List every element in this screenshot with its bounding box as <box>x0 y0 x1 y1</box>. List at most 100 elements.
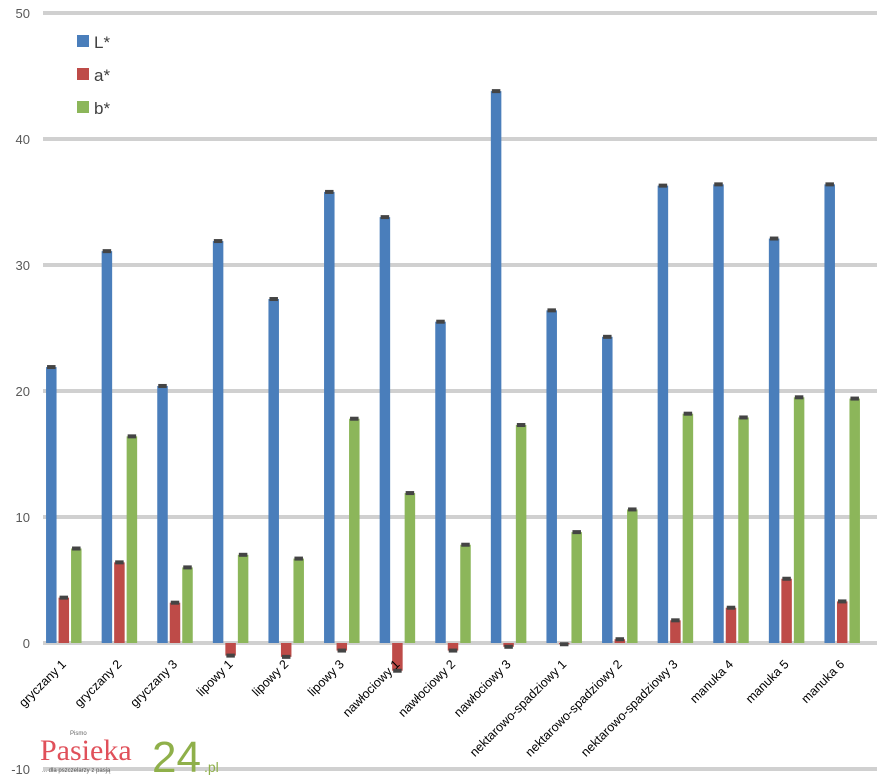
pasieka24-logo: Pismo Pasieka 24 .pl ... dla pszczelarzy… <box>40 728 230 776</box>
error-bar <box>794 395 804 400</box>
error-bar <box>825 182 834 187</box>
bar-L-0 <box>46 367 57 643</box>
error-bar <box>782 576 791 581</box>
bar-L-8 <box>490 91 502 644</box>
logo-tld: .pl <box>204 759 219 775</box>
legend-swatch-L <box>77 35 89 47</box>
error-bar <box>183 565 192 570</box>
error-bar <box>127 434 137 439</box>
bar-a-12 <box>725 607 737 643</box>
error-bar <box>603 334 612 339</box>
bar-b-3 <box>237 554 249 643</box>
legend-swatch-a <box>77 68 89 80</box>
x-tick-label: gryczany 2 <box>72 657 125 710</box>
bar-a-0 <box>58 597 70 643</box>
error-bar <box>628 507 637 512</box>
error-bar <box>393 668 402 673</box>
bar-a-6 <box>392 643 403 671</box>
bar-a-7 <box>447 643 459 651</box>
bar-L-13 <box>768 238 780 644</box>
legend-swatch-b <box>77 101 89 113</box>
bar-b-5 <box>349 418 360 643</box>
bar-b-13 <box>793 397 805 643</box>
error-bar <box>769 236 779 241</box>
error-bar <box>269 297 278 302</box>
error-bar <box>115 560 124 565</box>
bar-L-9 <box>546 310 557 643</box>
bar-b-1 <box>126 436 138 643</box>
error-bar <box>47 365 56 370</box>
legend-label: b* <box>94 99 110 118</box>
logo-number: 24 <box>152 733 201 776</box>
logo-name: Pasieka <box>40 734 132 767</box>
error-bar <box>837 599 847 604</box>
error-bar <box>294 556 303 561</box>
error-bar <box>461 542 470 547</box>
bar-b-11 <box>682 413 694 643</box>
error-bar <box>850 396 859 401</box>
error-bar <box>504 644 513 649</box>
bar-b-9 <box>571 532 582 643</box>
error-bar <box>615 637 625 642</box>
error-bar <box>350 416 359 421</box>
error-bar <box>325 189 334 194</box>
bar-L-7 <box>435 321 446 643</box>
error-bar <box>158 383 167 388</box>
bar-L-10 <box>602 336 613 643</box>
bar-b-0 <box>71 548 82 643</box>
logo-tagline: ... dla pszczelarzy z pasją <box>42 768 111 774</box>
bar-a-4 <box>280 643 292 657</box>
error-bar <box>337 648 347 653</box>
error-bar <box>238 552 248 557</box>
bar-b-14 <box>849 398 860 643</box>
x-tick-label: nawłociowy 1 <box>340 657 403 720</box>
x-tick-label: nektarowo-spadziowy 3 <box>578 657 680 759</box>
x-tick-label: manuka 5 <box>743 657 792 706</box>
bar-b-7 <box>460 544 471 643</box>
error-bar <box>102 249 112 254</box>
logo-pre: Pismo <box>70 731 87 737</box>
x-tick-label: gryczany 1 <box>16 657 69 710</box>
error-bar <box>683 411 693 416</box>
bar-b-6 <box>404 493 416 643</box>
bar-a-2 <box>169 602 181 643</box>
error-bar <box>547 308 556 313</box>
bar-L-6 <box>379 217 391 643</box>
bar-b-4 <box>293 558 304 643</box>
x-tick-label: nektarowo-spadziowy 2 <box>523 657 625 759</box>
bar-L-12 <box>713 184 724 644</box>
x-tick-label: manuka 4 <box>687 657 736 706</box>
bar-L-2 <box>157 385 168 643</box>
legend-label: a* <box>94 66 110 85</box>
y-tick-label: 10 <box>16 510 30 525</box>
y-tick-label: 40 <box>16 132 30 147</box>
error-bar <box>516 423 526 428</box>
error-bar <box>436 319 445 324</box>
error-bar <box>491 89 501 94</box>
error-bar <box>559 642 569 647</box>
error-bar <box>213 239 223 244</box>
bar-b-8 <box>515 425 527 643</box>
x-tick-label: gryczany 3 <box>127 657 180 710</box>
legend-label: L* <box>94 33 110 52</box>
error-bar <box>714 182 723 187</box>
bar-L-3 <box>212 241 224 643</box>
error-bar <box>572 530 581 535</box>
bar-b-12 <box>738 417 749 643</box>
bar-L-1 <box>101 251 113 643</box>
bar-a-13 <box>781 578 792 643</box>
bar-a-3 <box>225 643 236 656</box>
y-tick-label: -10 <box>11 762 30 777</box>
y-tick-label: 0 <box>23 636 30 651</box>
error-bar <box>281 654 291 659</box>
x-tick-label: nawłociowy 2 <box>396 657 459 720</box>
bar-L-11 <box>657 185 669 643</box>
bar-a-11 <box>670 620 681 643</box>
y-tick-label: 20 <box>16 384 30 399</box>
x-tick-label: lipowy 2 <box>249 657 291 699</box>
x-tick-label: nawłociowy 3 <box>451 657 514 720</box>
x-tick-label: lipowy 3 <box>305 657 347 699</box>
x-tick-label: lipowy 1 <box>194 657 236 699</box>
bar-L-4 <box>268 299 279 643</box>
